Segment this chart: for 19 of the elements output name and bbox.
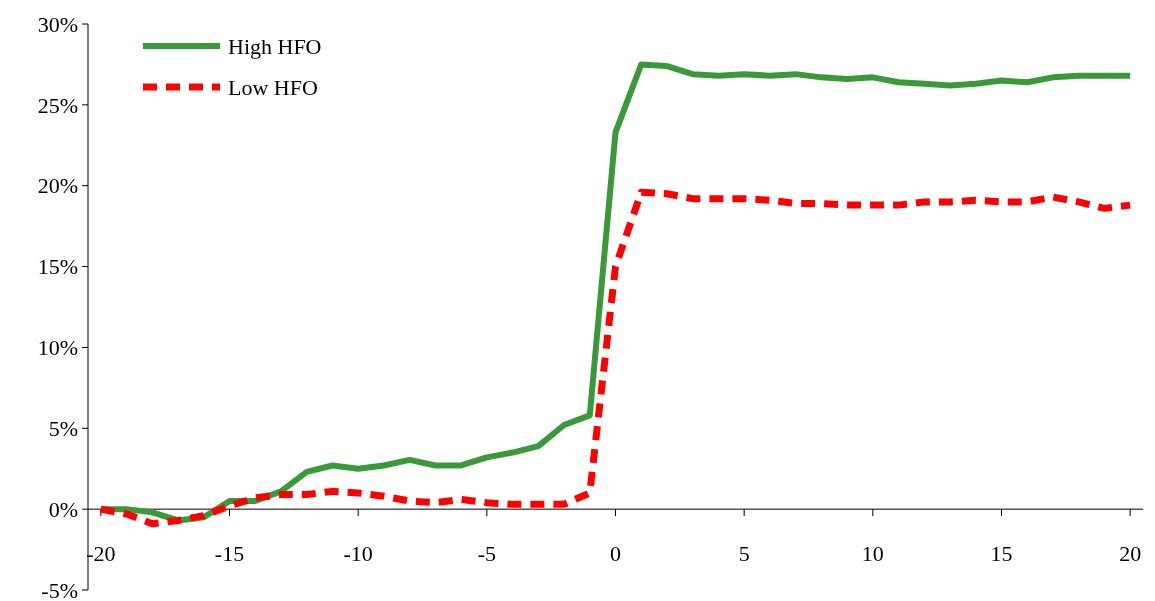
x-tick-label: -20 — [86, 541, 116, 567]
x-tick-label: 10 — [861, 541, 884, 567]
y-tick-label: 30% — [37, 11, 78, 37]
y-tick-label: 25% — [37, 92, 78, 118]
y-tick-label: 0% — [48, 496, 78, 522]
x-tick-label: 20 — [1119, 541, 1142, 567]
x-tick-label: 5 — [738, 541, 750, 567]
x-tick-label: -15 — [214, 541, 245, 567]
legend-label: Low HFO — [228, 74, 318, 100]
x-tick-label: 0 — [610, 541, 621, 567]
y-tick-label: -5% — [41, 577, 78, 601]
y-tick-label: 15% — [37, 254, 78, 280]
x-tick-label: -10 — [343, 541, 373, 567]
y-tick-label: 10% — [37, 335, 78, 361]
y-tick-label: 20% — [37, 173, 78, 199]
x-tick-label: 15 — [990, 541, 1013, 567]
x-tick-label: -5 — [477, 541, 497, 567]
legend-label: High HFO — [228, 33, 322, 59]
y-tick-label: 5% — [48, 415, 78, 441]
